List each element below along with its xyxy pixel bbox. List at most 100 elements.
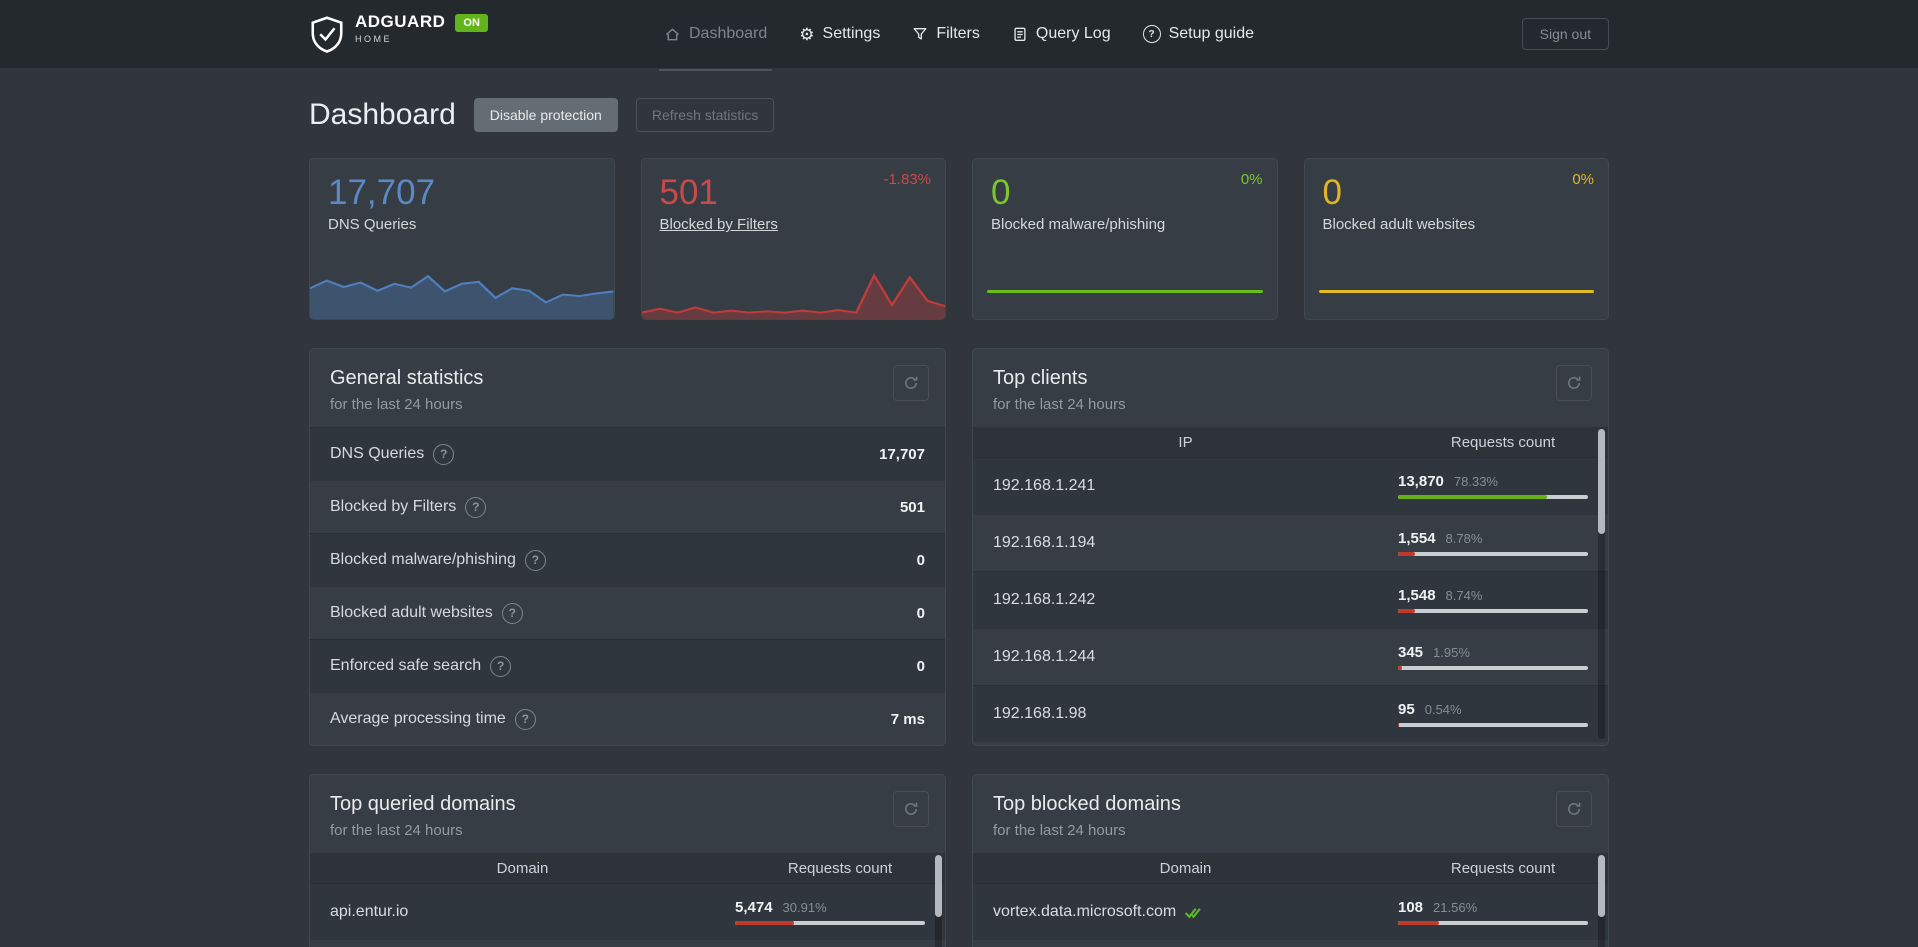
nav-item-dashboard[interactable]: Dashboard bbox=[651, 0, 780, 71]
stat-label: Enforced safe search bbox=[330, 657, 482, 674]
blocked-malware-sparkline bbox=[987, 290, 1263, 293]
client-ip: 192.168.1.241 bbox=[993, 477, 1096, 494]
table-row: 192.168.1.98 95 0.54% bbox=[973, 685, 1608, 742]
panel-subtitle: for the last 24 hours bbox=[330, 822, 463, 839]
brand-name: ADGUARD bbox=[355, 12, 446, 31]
stat-row: Blocked malware/phishing? 0 bbox=[310, 533, 945, 586]
refresh-button[interactable] bbox=[1556, 365, 1592, 401]
domain-name: vortex.data.microsoft.com bbox=[993, 903, 1177, 920]
stat-label: Blocked adult websites bbox=[1322, 216, 1476, 234]
stat-card-dns-queries: 17,707 DNS Queries bbox=[309, 158, 615, 320]
requests-percent: 30.91% bbox=[782, 900, 827, 915]
stat-value: 7 ms bbox=[890, 710, 925, 728]
trend-value: -1.83% bbox=[883, 171, 931, 188]
progress-bar bbox=[1398, 666, 1588, 670]
table-row: 192.168.1.244 345 1.95% bbox=[973, 628, 1608, 685]
stat-value: 501 bbox=[659, 173, 718, 212]
client-ip: 192.168.1.242 bbox=[993, 591, 1096, 608]
blocked-by-filters-link[interactable]: Blocked by Filters bbox=[659, 216, 778, 234]
stat-label: Blocked adult websites bbox=[330, 604, 493, 621]
panel-subtitle: for the last 24 hours bbox=[993, 396, 1126, 413]
nav-item-filters[interactable]: Filters bbox=[899, 0, 993, 68]
disable-protection-button[interactable]: Disable protection bbox=[473, 98, 618, 132]
refresh-button[interactable] bbox=[893, 791, 929, 827]
shield-logo-icon bbox=[311, 16, 343, 53]
help-icon[interactable]: ? bbox=[514, 708, 536, 730]
stat-label: DNS Queries bbox=[330, 445, 425, 462]
stat-label: Blocked malware/phishing bbox=[991, 216, 1166, 234]
refresh-button[interactable] bbox=[1556, 791, 1592, 827]
table-row: api.entur.io 5,474 30.91% bbox=[310, 883, 945, 940]
table-row: 192.168.1.194 1,554 8.78% bbox=[973, 514, 1608, 571]
nav-item-query-log[interactable]: Query Log bbox=[999, 0, 1124, 68]
blocked-filters-sparkline bbox=[641, 272, 945, 319]
stat-row: Average processing time? 7 ms bbox=[310, 692, 945, 745]
table-header: Domain Requests count bbox=[310, 853, 945, 883]
dns-queries-sparkline bbox=[310, 274, 614, 319]
table-header: Domain Requests count bbox=[973, 853, 1608, 883]
table-header: IP Requests count bbox=[973, 427, 1608, 457]
scrollbar[interactable] bbox=[1598, 429, 1605, 739]
refresh-statistics-button[interactable]: Refresh statistics bbox=[635, 98, 775, 132]
help-icon[interactable]: ? bbox=[490, 655, 512, 677]
panel-subtitle: for the last 24 hours bbox=[993, 822, 1126, 839]
requests-count: 95 bbox=[1398, 701, 1415, 718]
brand-subtitle: HOME bbox=[355, 33, 392, 44]
stat-value: 0 bbox=[916, 551, 925, 569]
nav-item-setup-guide[interactable]: ? Setup guide bbox=[1130, 0, 1267, 68]
requests-count: 13,870 bbox=[1398, 473, 1444, 490]
refresh-button[interactable] bbox=[893, 365, 929, 401]
stat-value: 501 bbox=[899, 498, 925, 516]
stat-row: Blocked by Filters? 501 bbox=[310, 480, 945, 533]
stat-value: 17,707 bbox=[328, 173, 436, 212]
panel-title: Top clients bbox=[993, 367, 1088, 389]
requests-percent: 1.95% bbox=[1433, 645, 1470, 660]
column-header: Requests count bbox=[787, 859, 893, 877]
client-ip: 192.168.1.194 bbox=[993, 534, 1096, 551]
column-header: Domain bbox=[496, 859, 549, 877]
client-ip: 192.168.1.244 bbox=[993, 648, 1096, 665]
panel-title: General statistics bbox=[330, 367, 484, 389]
protection-status-badge: ON bbox=[455, 14, 488, 32]
stat-card-blocked-malware: 0% 0 Blocked malware/phishing bbox=[972, 158, 1278, 320]
trend-value: 0% bbox=[1572, 171, 1594, 188]
scrollbar-thumb[interactable] bbox=[1598, 429, 1605, 535]
sign-out-button[interactable]: Sign out bbox=[1521, 18, 1609, 50]
help-icon[interactable]: ? bbox=[433, 443, 455, 465]
requests-count: 5,474 bbox=[735, 899, 773, 916]
nav-item-settings[interactable]: ⚙ Settings bbox=[799, 24, 881, 44]
stat-label: DNS Queries bbox=[328, 216, 417, 234]
progress-bar bbox=[1398, 723, 1588, 727]
panel-title: Top queried domains bbox=[330, 793, 516, 815]
progress-bar bbox=[1398, 609, 1588, 613]
top-queried-panel: Top queried domains for the last 24 hour… bbox=[309, 774, 946, 947]
refresh-icon bbox=[1568, 802, 1581, 815]
refresh-icon bbox=[905, 376, 918, 389]
requests-percent: 21.56% bbox=[1433, 900, 1478, 915]
scrollbar-thumb[interactable] bbox=[1598, 855, 1605, 917]
scrollbar-thumb[interactable] bbox=[935, 855, 942, 917]
scrollbar[interactable] bbox=[1598, 855, 1605, 947]
stat-label: Blocked malware/phishing bbox=[330, 551, 516, 568]
progress-bar bbox=[1398, 921, 1588, 925]
table-row: vortex.data.microsoft.com 108 21.56% bbox=[973, 883, 1608, 940]
refresh-icon bbox=[1568, 376, 1581, 389]
help-icon[interactable]: ? bbox=[524, 549, 546, 571]
help-icon[interactable]: ? bbox=[501, 602, 523, 624]
stat-row: Blocked adult websites? 0 bbox=[310, 586, 945, 639]
column-header: Requests count bbox=[1450, 859, 1556, 877]
column-header: IP bbox=[1178, 433, 1193, 451]
table-row: 192.168.1.242 1,548 8.74% bbox=[973, 571, 1608, 628]
requests-count: 108 bbox=[1398, 899, 1424, 916]
requests-count: 1,554 bbox=[1398, 530, 1436, 547]
scrollbar[interactable] bbox=[935, 855, 942, 947]
brand-logo[interactable]: ADGUARD HOME ON bbox=[309, 12, 488, 55]
stat-value: 0 bbox=[916, 604, 925, 622]
general-stats-rows: DNS Queries? 17,707 Blocked by Filters? 501… bbox=[310, 427, 945, 745]
column-header: Requests count bbox=[1450, 433, 1556, 451]
stat-value: 0 bbox=[916, 657, 925, 675]
help-icon[interactable]: ? bbox=[465, 496, 487, 518]
progress-bar bbox=[735, 921, 925, 925]
domain-name: api.entur.io bbox=[330, 903, 409, 920]
